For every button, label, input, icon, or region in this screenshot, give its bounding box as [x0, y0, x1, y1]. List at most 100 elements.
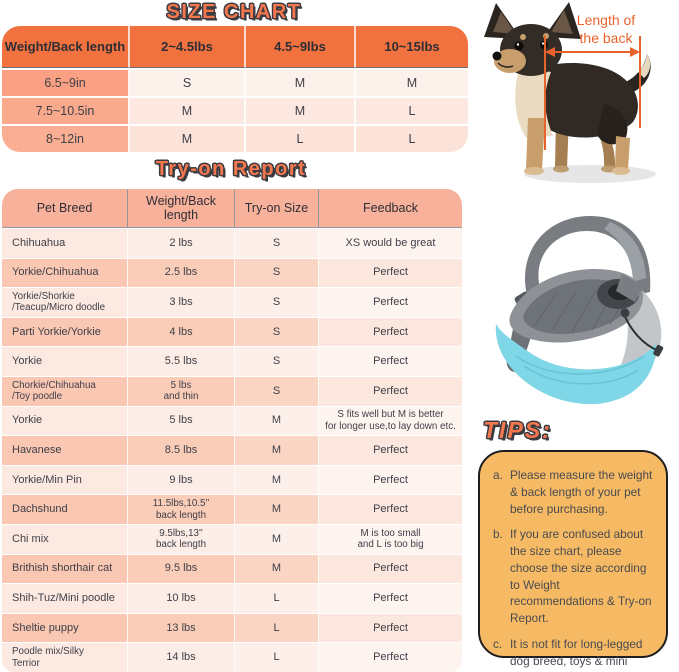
size-chart-row-label: 7.5~10.5in — [2, 96, 130, 124]
tryon-feedback-cell: Perfect — [319, 464, 462, 495]
tryon-weight-cell: 10 lbs — [128, 583, 235, 613]
tryon-feedback-cell: Perfect — [319, 612, 462, 643]
tryon-feedback-cell: Perfect — [319, 583, 462, 613]
chihuahua-illustration — [484, 2, 656, 183]
tryon-feedback-cell: M is too small and L is too big — [319, 524, 462, 554]
tryon-feedback-cell: Perfect — [319, 287, 462, 317]
size-chart-size-cell: M — [246, 96, 356, 124]
tryon-weight-cell: 3 lbs — [128, 287, 235, 317]
tryon-feedback-cell: Perfect — [319, 346, 462, 376]
tryon-breed-cell: Yorkie/Shorkie /Teacup/Micro doodle — [2, 287, 128, 317]
tryon-breed-cell: Sheltie puppy — [2, 612, 128, 643]
tryon-header-cell: Weight/Back length — [128, 189, 235, 228]
tryon-feedback-cell: Perfect — [319, 376, 462, 406]
sling-carrier-photo — [472, 198, 679, 420]
size-chart-title: SIZE CHART — [166, 1, 302, 23]
tryon-feedback-cell: Perfect — [319, 316, 462, 347]
tryon-size-cell: L — [235, 612, 319, 643]
size-chart-header-cell: 4.5~9lbs — [246, 26, 356, 68]
tip-item: a. Please measure the weight & back lengt… — [493, 467, 655, 517]
tryon-breed-cell: Poodle mix/Silky Terrior — [2, 642, 128, 672]
tryon-size-cell: S — [235, 316, 319, 347]
tryon-weight-cell: 13 lbs — [128, 612, 235, 643]
size-chart-header-cell: 10~15lbs — [356, 26, 468, 68]
size-chart-size-cell: M — [130, 124, 246, 152]
tryon-header-cell: Feedback — [319, 189, 462, 228]
tryon-weight-cell: 9 lbs — [128, 464, 235, 495]
size-chart-size-cell: S — [130, 68, 246, 96]
tryon-report-table: Pet Breed Weight/Back length Try-on Size Fe… — [2, 189, 462, 672]
size-chart-header-cell: 2~4.5lbs — [130, 26, 246, 68]
tryon-weight-cell: 11.5lbs,10.5'' back length — [128, 494, 235, 524]
tryon-breed-cell: Yorkie — [2, 346, 128, 376]
tryon-size-cell: S — [235, 257, 319, 288]
tryon-feedback-cell: Perfect — [319, 494, 462, 524]
size-chart-size-cell: M — [246, 68, 356, 96]
tryon-weight-cell: 9.5lbs,13'' back length — [128, 524, 235, 554]
tryon-feedback-cell: Perfect — [319, 257, 462, 288]
measure-lines-icon — [544, 36, 641, 150]
tryon-breed-cell: Yorkie/Chihuahua — [2, 257, 128, 288]
tryon-size-cell: M — [235, 524, 319, 554]
tryon-weight-cell: 8.5 lbs — [128, 435, 235, 465]
tryon-size-cell: L — [235, 642, 319, 672]
tryon-breed-cell: Chihuahua — [2, 228, 128, 258]
tryon-weight-cell: 5 lbs — [128, 405, 235, 436]
tip-marker: c. — [493, 636, 503, 651]
tryon-weight-cell: 4 lbs — [128, 316, 235, 347]
tryon-size-cell: M — [235, 494, 319, 524]
tip-text: It is not fit for long-legged dog breed,… — [510, 636, 643, 672]
tryon-size-cell: S — [235, 228, 319, 258]
size-chart-size-cell: L — [356, 124, 468, 152]
tryon-size-cell: S — [235, 346, 319, 376]
tryon-breed-cell: Havanese — [2, 435, 128, 465]
size-chart-size-cell: L — [246, 124, 356, 152]
tip-marker: a. — [493, 468, 503, 482]
tryon-weight-cell: 2 lbs — [128, 228, 235, 258]
tryon-header-cell: Try-on Size — [235, 189, 319, 228]
tryon-header-cell: Pet Breed — [2, 189, 128, 228]
tryon-breed-cell: Parti Yorkie/Yorkie — [2, 316, 128, 347]
tip-item: c. It is not fit for long-legged dog bree… — [493, 636, 655, 672]
size-chart-table: Weight/Back length 2~4.5lbs 4.5~9lbs 10~15l… — [2, 26, 468, 152]
tips-title: TIPS: — [483, 417, 552, 443]
tryon-weight-cell: 14 lbs — [128, 642, 235, 672]
tip-text: If you are confused about the size chart… — [510, 527, 652, 625]
tryon-breed-cell: Chi mix — [2, 524, 128, 554]
tryon-size-cell: M — [235, 553, 319, 584]
tryon-weight-cell: 5 lbs and thin — [128, 376, 235, 406]
measure-arrow-icon — [545, 47, 640, 57]
tryon-feedback-cell: S fits well but M is better for longer u… — [319, 405, 462, 436]
tryon-breed-cell: Chorkie/Chihuahua /Toy poodle — [2, 376, 128, 406]
tryon-breed-cell: Yorkie/Min Pin — [2, 464, 128, 495]
measure-note-label: Length of the back — [576, 12, 636, 46]
tryon-size-cell: S — [235, 376, 319, 406]
size-chart-row-label: 6.5~9in — [2, 68, 130, 96]
tip-text: Please measure the weight & back length … — [510, 468, 653, 516]
tips-box: a. Please measure the weight & back lengt… — [478, 450, 668, 672]
size-chart-size-cell: L — [356, 96, 468, 124]
tryon-breed-cell: Brithish shorthair cat — [2, 553, 128, 584]
size-chart-row-label: 8~12in — [2, 124, 130, 152]
tryon-size-cell: S — [235, 287, 319, 317]
tryon-breed-cell: Shih-Tuz/Mini poodle — [2, 583, 128, 613]
tryon-size-cell: M — [235, 405, 319, 436]
size-chart-size-cell: M — [356, 68, 468, 96]
tryon-breed-cell: Dachshund — [2, 494, 128, 524]
size-chart-header-cell: Weight/Back length — [2, 26, 130, 68]
sling-carrier-illustration — [495, 216, 664, 405]
tryon-breed-cell: Yorkie — [2, 405, 128, 436]
tryon-report-title: Try-on Report — [155, 158, 307, 180]
tryon-weight-cell: 9.5 lbs — [128, 553, 235, 584]
tryon-size-cell: M — [235, 435, 319, 465]
tryon-feedback-cell: Perfect — [319, 642, 462, 672]
tryon-feedback-cell: Perfect — [319, 553, 462, 584]
size-chart-size-cell: M — [130, 96, 246, 124]
tryon-weight-cell: 2.5 lbs — [128, 257, 235, 288]
tryon-size-cell: L — [235, 583, 319, 613]
tryon-size-cell: M — [235, 464, 319, 495]
chihuahua-photo — [468, 0, 679, 195]
tip-item: b. If you are confused about the size cha… — [493, 526, 655, 627]
tryon-weight-cell: 5.5 lbs — [128, 346, 235, 376]
